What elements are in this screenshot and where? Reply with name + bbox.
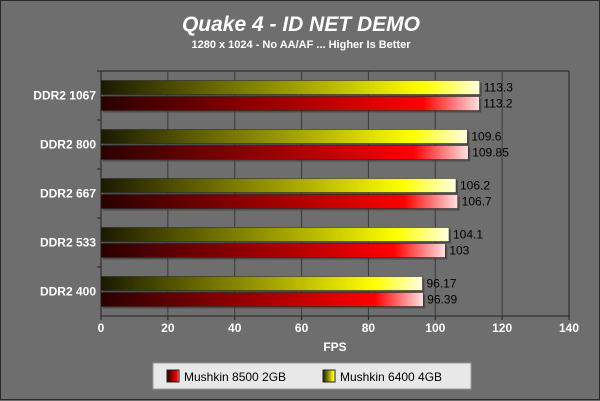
bar [100,292,424,307]
x-tick-label: 120 [492,321,512,335]
bar [100,129,468,144]
x-tick-label: 100 [425,321,445,335]
category-label: DDR2 667 [40,187,96,201]
x-tick-labels: 0 20 40 60 80 100 120 140 [98,316,579,335]
category-labels: DDR2 1067 DDR2 800 DDR2 667 DDR2 533 DDR2 40… [33,70,101,299]
bars-group: 113.3 113.2 109.6 109.85 106.2 106.7 104.1 103 9… [100,80,513,309]
bar [100,194,458,209]
x-tick-label: 140 [559,321,579,335]
data-label: 106.2 [460,179,490,193]
bar [100,145,469,160]
legend-swatch [166,369,180,383]
x-axis-label: FPS [323,340,346,354]
chart-title: Quake 4 - ID NET DEMO [182,13,420,36]
x-tick-label: 80 [362,321,376,335]
legend-label: Mushkin 8500 2GB [184,370,286,384]
bar [100,227,450,242]
data-label: 104.1 [453,228,483,242]
bar [100,276,423,291]
data-label: 96.39 [427,293,457,307]
category-label: DDR2 533 [40,236,96,250]
x-tick-label: 0 [98,321,105,335]
category-label: DDR2 800 [40,138,96,152]
legend-swatch [322,369,336,383]
data-label: 106.7 [462,195,492,209]
data-label: 113.2 [483,97,512,111]
x-tick-label: 40 [228,321,242,335]
data-label: 109.85 [472,146,509,160]
legend-box [152,362,472,390]
bar [100,178,457,193]
data-label: 96.17 [426,277,456,291]
bar [100,80,480,95]
category-label: DDR2 1067 [33,89,96,103]
x-tick-label: 20 [161,321,175,335]
category-label: DDR2 400 [40,285,96,299]
legend: Mushkin 8500 2GB Mushkin 6400 4GB [166,369,442,384]
data-label: 109.6 [471,130,501,144]
data-label: 103 [449,244,469,258]
data-label: 113.3 [484,81,513,95]
bar [100,96,480,111]
legend-label: Mushkin 6400 4GB [340,370,442,384]
x-tick-label: 60 [295,321,309,335]
bar [100,243,446,258]
chart-subtitle: 1280 x 1024 - No AA/AF ... Higher Is Bet… [191,39,411,51]
